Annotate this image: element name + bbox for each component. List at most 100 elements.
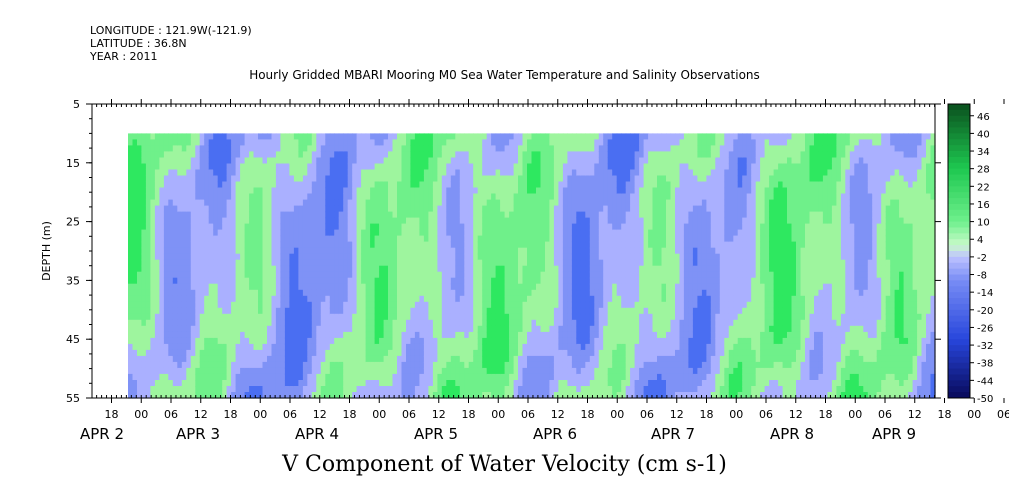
colorbar-label: 16 — [977, 200, 990, 211]
colorbar-label: -14 — [977, 288, 993, 299]
x-hour-label: 12 — [789, 408, 803, 421]
colorbar-label: 40 — [977, 129, 990, 140]
x-hour-label: 18 — [938, 408, 952, 421]
colorbar-cell — [948, 245, 970, 252]
latitude-label: LATITUDE : 36.8N — [90, 37, 187, 50]
colorbar-cell — [948, 139, 970, 146]
colorbar-cell — [948, 239, 970, 246]
x-hour-label: 12 — [313, 408, 327, 421]
colorbar-cell — [948, 221, 970, 228]
colorbar-cell — [948, 180, 970, 187]
colorbar-cell — [948, 121, 970, 128]
colorbar-cell — [948, 380, 970, 387]
colorbar-cell — [948, 280, 970, 287]
colorbar-label: 28 — [977, 165, 990, 176]
colorbar-cell — [948, 203, 970, 211]
x-day-label: APR 3 — [176, 425, 220, 443]
x-hour-label: 18 — [343, 408, 357, 421]
x-hour-label: 18 — [581, 408, 595, 421]
colorbar-cell — [948, 133, 970, 140]
y-tick-label: 25 — [66, 216, 80, 229]
x-hour-label: 06 — [283, 408, 297, 421]
colorbar-cell — [948, 362, 970, 369]
x-hour-label: 06 — [878, 408, 892, 421]
colorbar-cell — [948, 115, 970, 123]
colorbar-label: -50 — [977, 394, 993, 405]
x-hour-label: 12 — [194, 408, 208, 421]
colorbar-cell — [948, 233, 970, 240]
x-hour-label: 18 — [819, 408, 833, 421]
colorbar-label: 46 — [977, 112, 990, 123]
chart-title: Hourly Gridded MBARI Mooring M0 Sea Wate… — [249, 68, 760, 82]
colorbar-cell — [948, 286, 970, 293]
x-hour-label: 00 — [253, 408, 267, 421]
colorbar-cell — [948, 251, 970, 258]
colorbar-label: -44 — [977, 376, 993, 387]
x-day-label: APR 6 — [533, 425, 577, 443]
colorbar-cell — [948, 374, 970, 381]
x-hour-label: 00 — [729, 408, 743, 421]
x-hour-label: 06 — [164, 408, 178, 421]
x-hour-label: 00 — [491, 408, 505, 421]
x-hour-label: 00 — [134, 408, 148, 421]
colorbar-label: -2 — [977, 253, 987, 264]
colorbar-cell — [948, 339, 970, 346]
colorbar-label: -26 — [977, 323, 993, 334]
colorbar-cell — [948, 198, 970, 205]
colorbar-cell — [948, 192, 970, 199]
colorbar-cell — [948, 268, 970, 275]
x-hour-label: 12 — [670, 408, 684, 421]
colorbar-cell — [948, 256, 970, 264]
colorbar-cell — [948, 350, 970, 358]
colorbar-frame — [947, 103, 971, 399]
colorbar-cell — [948, 345, 970, 352]
colorbar-cell — [948, 109, 970, 117]
heatmap-cells — [128, 133, 936, 399]
colorbar-cell — [948, 315, 970, 322]
colorbar-cell — [948, 145, 970, 152]
x-hour-label: 06 — [521, 408, 535, 421]
colorbar-cell — [948, 386, 970, 393]
colorbar-label: 4 — [977, 235, 983, 246]
x-day-label: APR 9 — [872, 425, 916, 443]
colorbar-label: -32 — [977, 341, 993, 352]
x-hour-label: 00 — [610, 408, 624, 421]
y-tick-label: 45 — [66, 333, 80, 346]
colorbar-cell — [948, 174, 970, 181]
x-day-label: APR 5 — [414, 425, 458, 443]
colorbar-label: 10 — [977, 218, 990, 229]
x-hour-label: 06 — [759, 408, 773, 421]
x-hour-label: 18 — [105, 408, 119, 421]
colorbar-cell — [948, 292, 970, 299]
x-hour-label: 00 — [967, 408, 981, 421]
colorbar-cell — [948, 227, 970, 234]
colorbar-cell — [948, 327, 970, 334]
y-tick-label: 35 — [66, 274, 80, 287]
year-label: YEAR : 2011 — [90, 50, 158, 63]
x-day-label: APR 7 — [651, 425, 695, 443]
x-hour-label: 18 — [700, 408, 714, 421]
colorbar-cell — [948, 156, 970, 164]
colorbar-cell — [948, 168, 970, 175]
colorbar-cell — [948, 303, 970, 311]
colorbar-cell — [948, 186, 970, 193]
colorbar-cell — [948, 392, 970, 399]
colorbar-cell — [948, 262, 970, 270]
colorbar-label: -8 — [977, 271, 987, 282]
x-hour-label: 06 — [997, 408, 1009, 421]
x-day-label: APR 2 — [80, 425, 124, 443]
colorbar-cell — [948, 209, 970, 217]
x-hour-label: 06 — [402, 408, 416, 421]
x-hour-label: 12 — [908, 408, 922, 421]
colorbar-cell — [948, 309, 970, 317]
colorbar-cell — [948, 127, 970, 134]
colorbar-cell — [948, 356, 970, 364]
x-day-label: APR 4 — [295, 425, 339, 443]
colorbar-cell — [948, 162, 970, 170]
x-hour-label: 12 — [551, 408, 565, 421]
y-tick-label: 15 — [66, 157, 80, 170]
colorbar-cell — [948, 274, 970, 281]
x-hour-label: 18 — [224, 408, 238, 421]
colorbar-label: 34 — [977, 147, 990, 158]
colorbar-label: -38 — [977, 359, 993, 370]
